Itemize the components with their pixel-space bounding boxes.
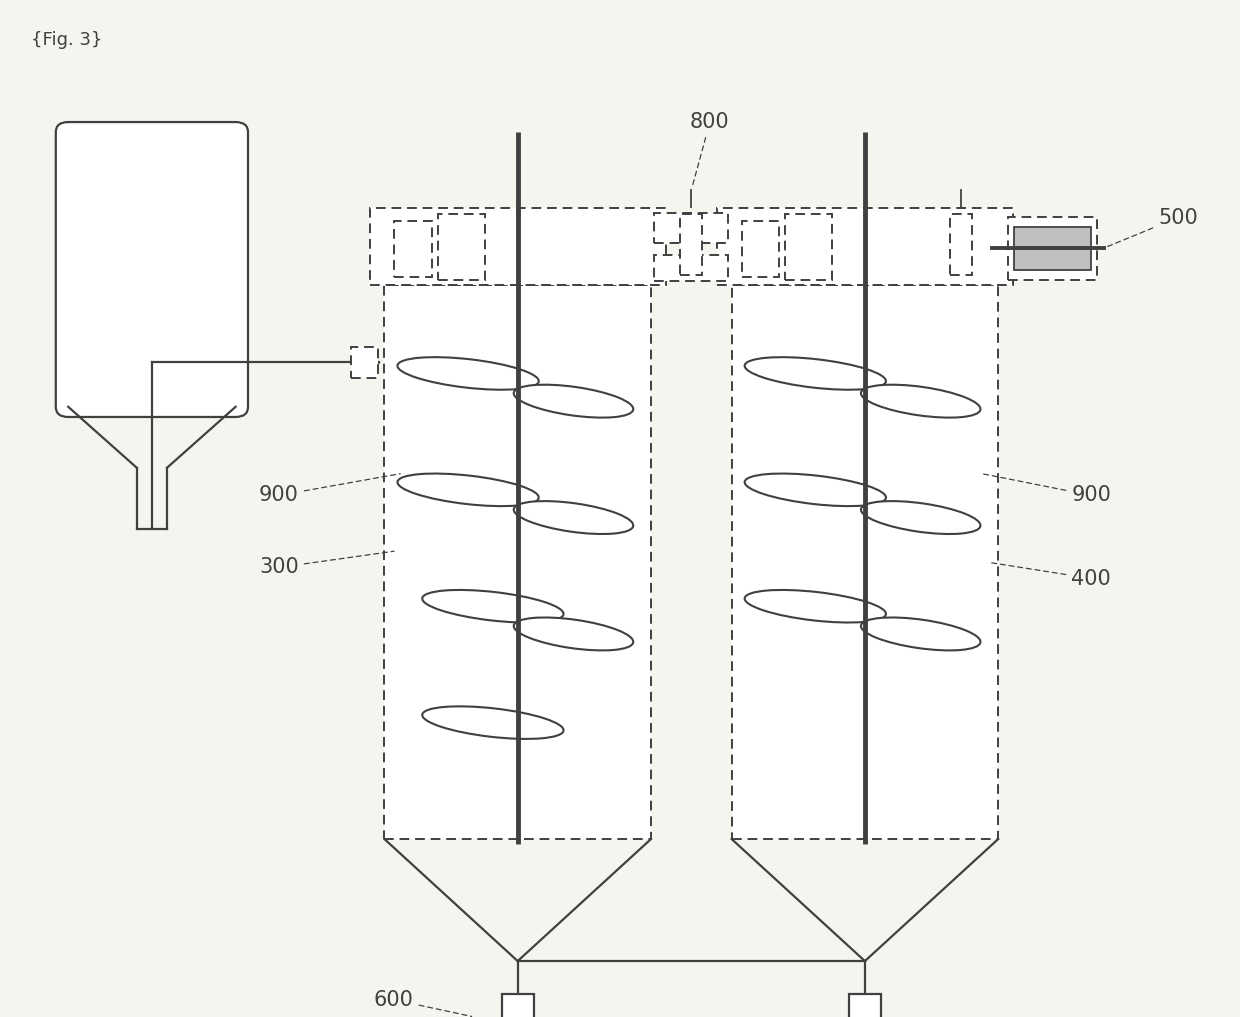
Text: 500: 500 [1106, 207, 1198, 247]
Ellipse shape [861, 617, 981, 651]
FancyBboxPatch shape [732, 285, 998, 839]
FancyBboxPatch shape [742, 221, 779, 277]
FancyBboxPatch shape [1014, 227, 1091, 270]
Text: 300: 300 [259, 551, 394, 578]
FancyBboxPatch shape [351, 347, 378, 377]
FancyBboxPatch shape [1008, 217, 1097, 280]
Text: 800: 800 [691, 112, 729, 187]
Ellipse shape [861, 384, 981, 418]
FancyBboxPatch shape [717, 208, 1013, 285]
FancyBboxPatch shape [394, 221, 432, 277]
FancyBboxPatch shape [655, 213, 728, 243]
Text: 900: 900 [982, 474, 1111, 505]
Ellipse shape [423, 707, 563, 739]
Ellipse shape [745, 474, 885, 506]
Ellipse shape [861, 501, 981, 534]
Ellipse shape [513, 384, 634, 418]
FancyBboxPatch shape [655, 255, 728, 281]
Ellipse shape [745, 590, 885, 622]
Text: 400: 400 [988, 562, 1111, 589]
Ellipse shape [745, 357, 885, 390]
Ellipse shape [513, 617, 634, 651]
FancyBboxPatch shape [950, 215, 972, 276]
FancyBboxPatch shape [438, 214, 485, 280]
Ellipse shape [398, 357, 538, 390]
Text: 600: 600 [373, 990, 471, 1016]
Ellipse shape [513, 501, 634, 534]
FancyBboxPatch shape [848, 994, 880, 1017]
Text: {Fig. 3}: {Fig. 3} [31, 31, 103, 49]
Ellipse shape [398, 474, 538, 506]
FancyBboxPatch shape [56, 122, 248, 417]
Text: 900: 900 [259, 474, 401, 505]
FancyBboxPatch shape [680, 215, 702, 276]
FancyBboxPatch shape [501, 994, 533, 1017]
FancyBboxPatch shape [785, 214, 832, 280]
Ellipse shape [423, 590, 563, 622]
FancyBboxPatch shape [370, 208, 666, 285]
FancyBboxPatch shape [384, 285, 651, 839]
